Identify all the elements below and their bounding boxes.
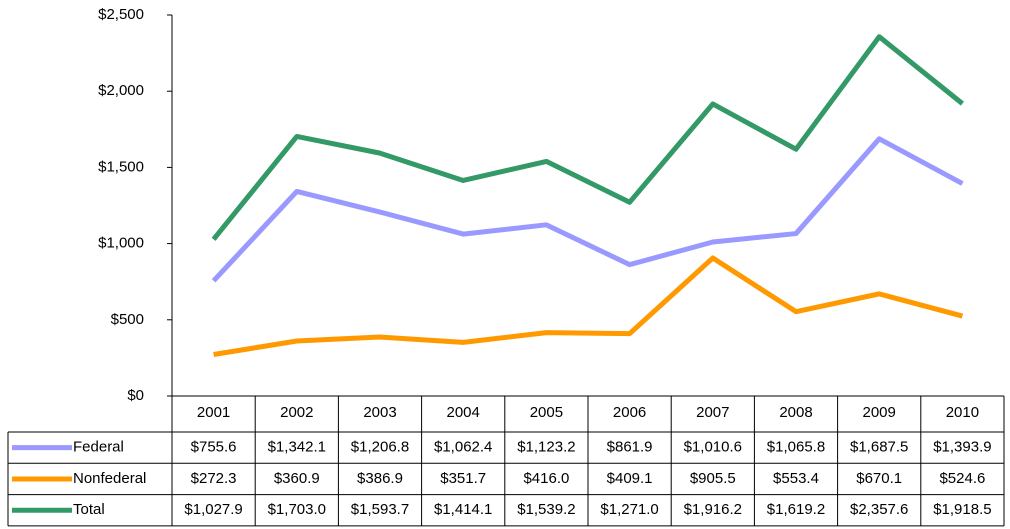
- table-value: $1,010.6: [684, 439, 742, 456]
- y-tick-label: $2,000: [98, 82, 144, 99]
- table-value: $1,393.9: [933, 439, 991, 456]
- legend-label: Total: [73, 501, 105, 518]
- table-value: $1,123.2: [517, 439, 575, 456]
- y-tick-label: $1,500: [98, 158, 144, 175]
- x-tick-label: 2009: [863, 404, 896, 421]
- table-value: $386.9: [357, 470, 403, 487]
- x-tick-label: 2005: [530, 404, 563, 421]
- table-value: $1,342.1: [268, 439, 326, 456]
- table-value: $1,065.8: [767, 439, 825, 456]
- y-tick-label: $500: [111, 311, 144, 328]
- table-value: $409.1: [607, 470, 653, 487]
- table-value: $1,593.7: [351, 501, 409, 518]
- table-value: $1,619.2: [767, 501, 825, 518]
- x-tick-label: 2007: [696, 404, 729, 421]
- series-line: [211, 136, 964, 283]
- table-value: $2,357.6: [850, 501, 908, 518]
- series-line: [213, 255, 964, 357]
- table-value: $1,062.4: [434, 439, 492, 456]
- table-value: $1,918.5: [933, 501, 991, 518]
- table-value: $416.0: [523, 470, 569, 487]
- table-value: $351.7: [440, 470, 486, 487]
- table-value: $553.4: [773, 470, 819, 487]
- x-tick-label: 2006: [613, 404, 646, 421]
- y-tick-label: $1,000: [98, 235, 144, 252]
- x-tick-label: 2002: [280, 404, 313, 421]
- table-value: $272.3: [191, 470, 237, 487]
- table-value: $1,271.0: [600, 501, 658, 518]
- table-value: $524.6: [939, 470, 985, 487]
- x-tick-label: 2003: [363, 404, 396, 421]
- y-tick-label: $0: [127, 387, 144, 404]
- table-value: $1,206.8: [351, 439, 409, 456]
- table-value: $1,027.9: [184, 501, 242, 518]
- table-value: $1,916.2: [684, 501, 742, 518]
- table-value: $905.5: [690, 470, 736, 487]
- table-value: $360.9: [274, 470, 320, 487]
- x-tick-label: 2001: [197, 404, 230, 421]
- series-line: [211, 34, 964, 241]
- table-value: $755.6: [191, 439, 237, 456]
- x-tick-label: 2008: [779, 404, 812, 421]
- legend-label: Nonfederal: [73, 470, 146, 487]
- table-value: $1,703.0: [268, 501, 326, 518]
- y-tick-label: $2,500: [98, 6, 144, 23]
- table-value: $1,414.1: [434, 501, 492, 518]
- table-value: $861.9: [607, 439, 653, 456]
- table-value: $670.1: [856, 470, 902, 487]
- table-value: $1,687.5: [850, 439, 908, 456]
- x-tick-label: 2004: [447, 404, 480, 421]
- table-value: $1,539.2: [517, 501, 575, 518]
- x-tick-label: 2010: [946, 404, 979, 421]
- legend-label: Federal: [73, 439, 124, 456]
